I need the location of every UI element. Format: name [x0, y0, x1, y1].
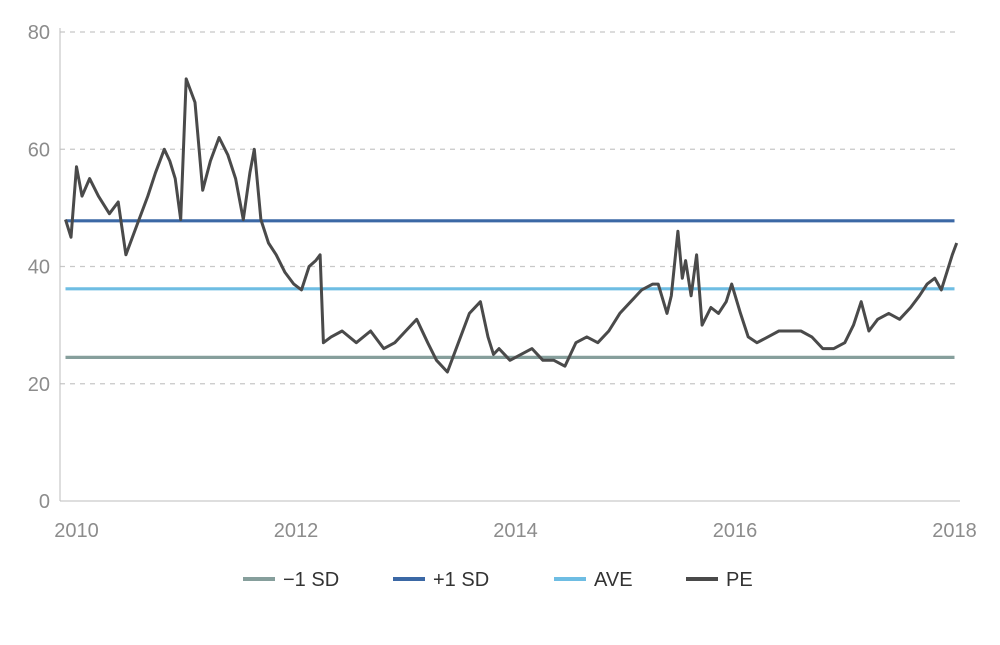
legend-item-ave: AVE [554, 569, 633, 591]
legend-label: +1 SD [433, 569, 489, 591]
legend-label: PE [726, 569, 753, 591]
x-tick-labels: 2010 2012 2014 2016 2018 [54, 520, 977, 542]
x-tick-label: 2014 [493, 520, 538, 542]
y-tick-label: 20 [28, 374, 50, 396]
legend-item-plus1-sd: +1 SD [393, 569, 489, 591]
y-tick-label: 40 [28, 257, 50, 279]
y-tick-label: 0 [39, 491, 50, 513]
y-tick-label: 60 [28, 139, 50, 161]
legend-item-minus1-sd: −1 SD [243, 569, 339, 591]
axes [59, 28, 960, 502]
x-tick-label: 2012 [274, 520, 319, 542]
x-tick-label: 2016 [713, 520, 758, 542]
x-tick-label: 2018 [932, 520, 977, 542]
y-tick-label: 80 [28, 22, 50, 44]
gridlines [60, 31, 960, 385]
legend-label: −1 SD [283, 569, 339, 591]
series-line-pe [64, 77, 959, 374]
legend-label: AVE [594, 569, 633, 591]
x-tick-label: 2010 [54, 520, 99, 542]
series-lines [64, 77, 959, 374]
legend-item-pe: PE [686, 569, 753, 591]
legend: −1 SD +1 SD AVE PE [243, 569, 753, 591]
y-tick-labels: 0 20 40 60 80 [28, 22, 50, 513]
